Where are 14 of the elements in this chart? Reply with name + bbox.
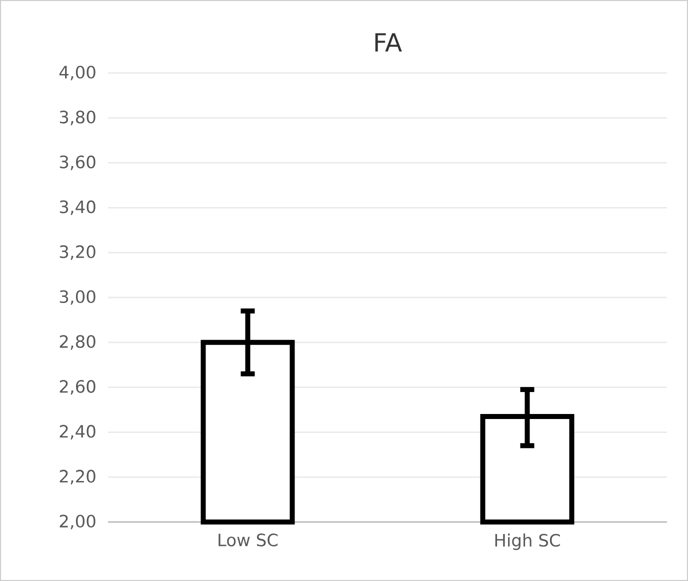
x-tick-label: High SC <box>495 534 560 550</box>
y-tick-label: 3,00 <box>60 290 96 305</box>
y-tick-label: 3,20 <box>60 245 96 260</box>
y-tick-label: 2,40 <box>60 424 96 440</box>
y-tick-label: 4,00 <box>59 66 96 80</box>
y-tick-label: 3,80 <box>60 110 96 126</box>
x-tick-label: Low SC <box>218 534 278 546</box>
chart-title: FA <box>375 33 402 52</box>
y-tick-label: 2,00 <box>60 514 96 530</box>
y-tick-label: 2,20 <box>60 470 96 484</box>
y-tick-label: 3,60 <box>60 155 96 170</box>
y-tick-label: 2,80 <box>60 335 96 350</box>
y-tick-label: 3,40 <box>60 200 96 215</box>
y-tick-label: 2,60 <box>60 380 96 395</box>
